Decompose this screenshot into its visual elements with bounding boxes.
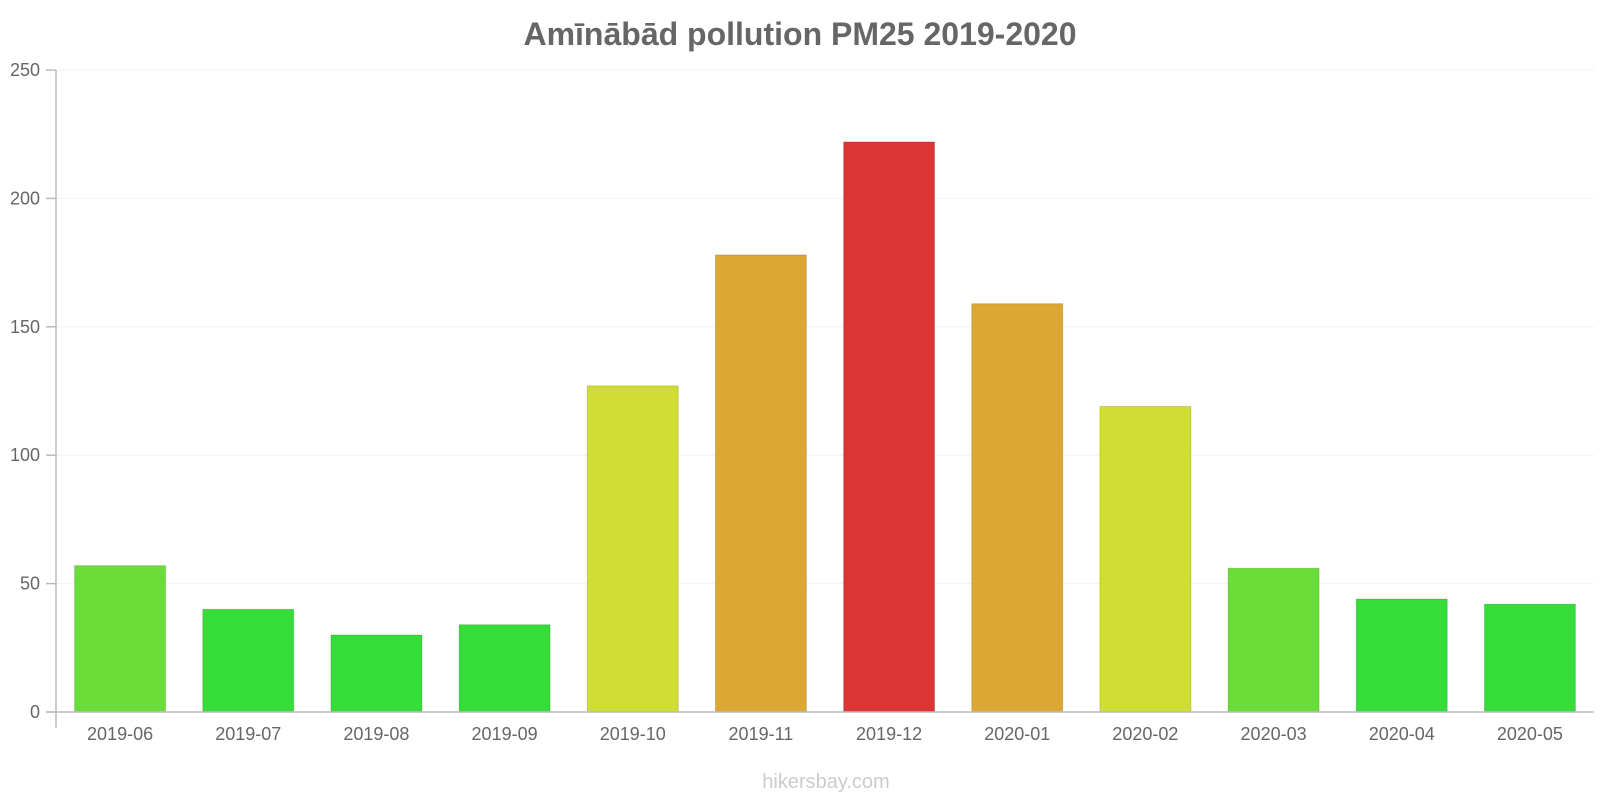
x-tick-label: 2019-10 [600,724,666,744]
y-tick-label: 150 [10,317,40,337]
y-tick-label: 100 [10,445,40,465]
watermark: hikersbay.com [762,771,889,793]
bar-2019-10 [586,385,679,713]
x-tick-label: 2019-11 [729,724,794,744]
x-tick-label: 2019-12 [856,724,922,744]
bar-2020-02 [1099,405,1192,713]
y-axis-ticks: 0 50 100 150 200 250 [10,60,56,722]
x-tick-label: 2019-06 [87,724,153,744]
bar-2019-06 [74,565,167,713]
bar-2019-08 [330,634,423,713]
chart-title: Amīnābād pollution PM25 2019-2020 [523,16,1076,52]
gridlines [56,69,1594,585]
bars [74,141,1576,713]
bar-2020-01 [971,303,1064,713]
bar-2019-09 [458,624,551,713]
y-tick-label: 200 [10,188,40,208]
x-tick-label: 2020-04 [1369,724,1435,744]
bar-2019-07 [202,608,295,713]
x-axis-ticks: 2019-06 2019-07 2019-08 2019-09 2019-10 2019-… [87,724,1563,744]
bar-2019-11 [714,254,807,713]
x-tick-label: 2019-09 [472,724,538,744]
x-tick-label: 2020-05 [1497,724,1563,744]
x-tick-label: 2019-08 [343,724,409,744]
x-tick-label: 2020-02 [1112,724,1178,744]
bar-2020-04 [1355,598,1448,713]
x-tick-label: 2020-03 [1241,724,1307,744]
x-tick-label: 2019-07 [215,724,281,744]
bar-2020-05 [1483,603,1576,713]
bar-2019-12 [843,141,936,713]
y-tick-label: 0 [30,702,40,722]
y-tick-label: 250 [10,60,40,80]
bar-2020-03 [1227,567,1320,713]
y-tick-label: 50 [20,574,40,594]
x-tick-label: 2020-01 [984,724,1050,744]
